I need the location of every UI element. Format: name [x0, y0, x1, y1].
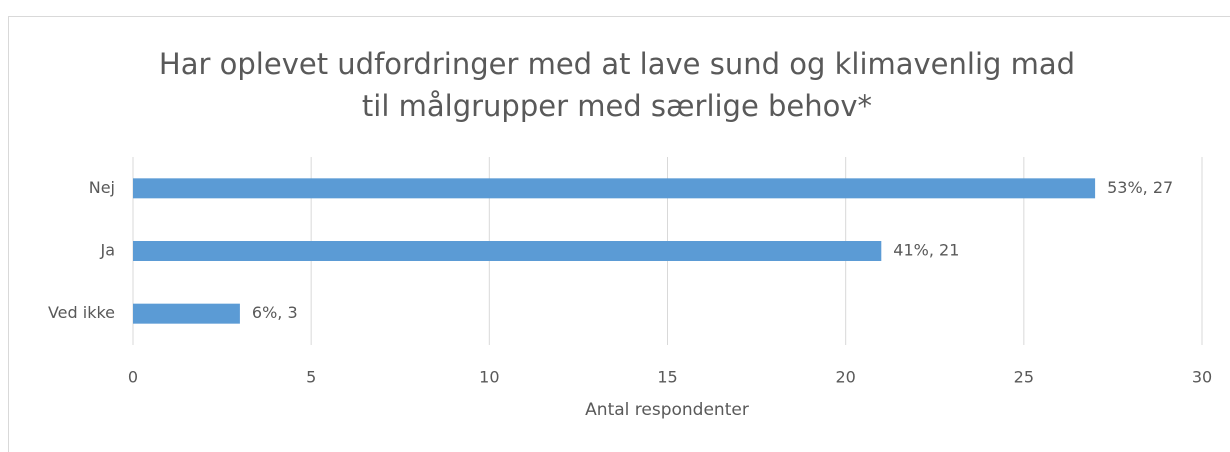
chart-border — [8, 16, 1230, 452]
x-axis-label: Antal respondenter — [585, 400, 749, 420]
bar — [133, 241, 882, 261]
y-tick-label: Ved ikke — [48, 303, 115, 322]
x-tick-label: 25 — [1014, 368, 1034, 387]
x-tick-label: 0 — [128, 368, 138, 387]
bar — [133, 303, 240, 324]
bar — [133, 178, 1096, 199]
x-tick-label: 20 — [835, 368, 855, 387]
x-tick-label: 5 — [306, 368, 316, 387]
data-label: 6%, 3 — [252, 303, 298, 322]
x-tick-label: 10 — [479, 368, 499, 387]
x-tick-label: 30 — [1192, 368, 1212, 387]
chart-title: til målgrupper med særlige behov* — [362, 89, 872, 123]
data-label: 41%, 21 — [893, 241, 959, 260]
chart-title: Har oplevet udfordringer med at lave sun… — [159, 47, 1075, 81]
data-label: 53%, 27 — [1107, 178, 1173, 197]
y-tick-label: Ja — [99, 241, 115, 260]
x-tick-label: 15 — [657, 368, 677, 387]
y-tick-label: Nej — [89, 178, 115, 197]
